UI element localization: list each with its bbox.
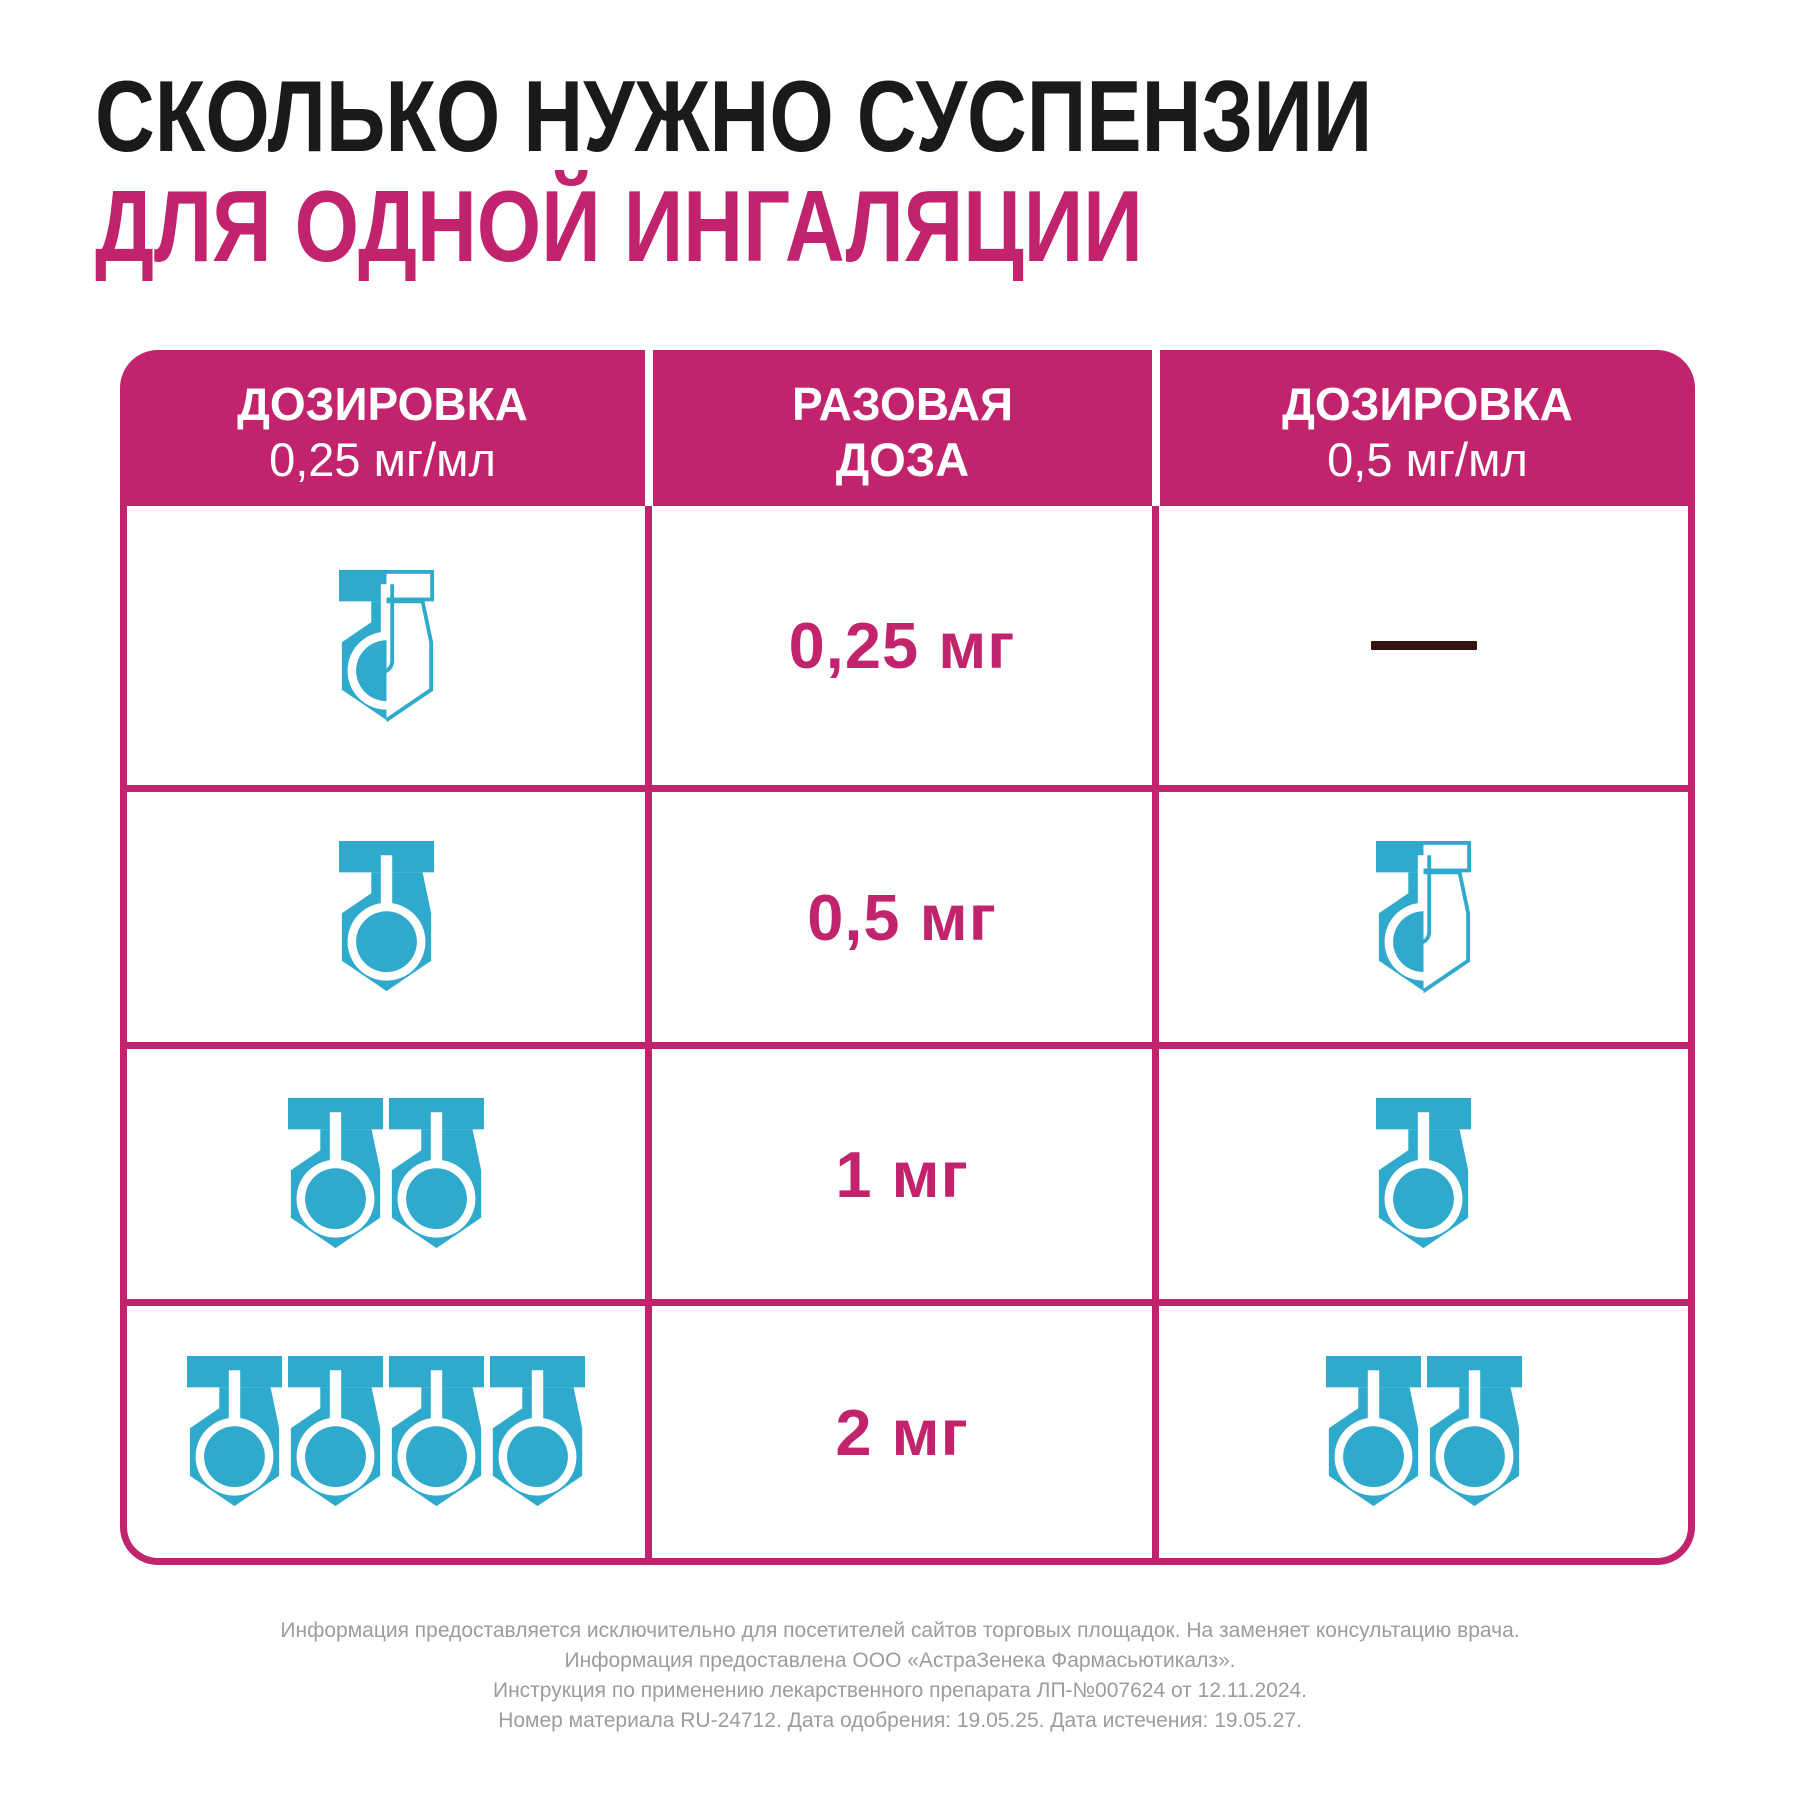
single-dose-cell: 1 мг: [645, 1042, 1152, 1299]
page-title: СКОЛЬКО НУЖНО СУСПЕНЗИИ ДЛЯ ОДНОЙ ИНГАЛЯ…: [95, 62, 1653, 282]
ampoule-count-cell-025: [127, 1299, 645, 1558]
table-body: 0,25 мг 0,5 мг 1 мг 2 мг: [120, 506, 1695, 1565]
ampoule-count-cell-025: [127, 1042, 645, 1299]
footer-line: Инструкция по применению лекарственного …: [492, 1679, 1308, 1702]
header-cell-dosage-05: ДОЗИРОВКА 0,5 мг/мл: [1152, 350, 1695, 506]
page-title-line-1: СКОЛЬКО НУЖНО СУСПЕНЗИИ: [95, 61, 1373, 173]
ampoule-full-icon: [389, 1356, 484, 1507]
no-dose-dash-icon: [1370, 641, 1477, 650]
header-label: ДОЗИРОВКА: [237, 378, 528, 430]
ampoule-full-icon: [389, 1098, 484, 1249]
dosage-table-header: ДОЗИРОВКА 0,25 мг/мл РАЗОВАЯ ДОЗА ДОЗИРО…: [120, 350, 1695, 506]
page-title-line-2: ДЛЯ ОДНОЙ ИНГАЛЯЦИИ: [95, 171, 1143, 283]
header-sublabel: 0,25 мг/мл: [269, 433, 496, 486]
ampoule-full-icon: [338, 841, 434, 992]
ampoule-count-cell-025: [127, 785, 645, 1042]
ampoule-count-cell-05: [1152, 785, 1688, 1042]
single-dose-cell: 0,25 мг: [645, 506, 1152, 785]
header-sublabel: ДОЗА: [835, 433, 970, 486]
dose-value: 0,25 мг: [788, 609, 1016, 682]
ampoule-full-icon: [288, 1098, 383, 1249]
header-label: РАЗОВАЯ: [791, 378, 1014, 430]
header-label: ДОЗИРОВКА: [1282, 378, 1573, 430]
dose-value: 0,5 мг: [807, 880, 997, 954]
ampoule-full-icon: [288, 1356, 383, 1507]
ampoule-half-icon: [1376, 841, 1471, 993]
header-cell-dosage-025: ДОЗИРОВКА 0,25 мг/мл: [120, 350, 645, 506]
header-sublabel: 0,5 мг/мл: [1327, 433, 1528, 486]
ampoule-half-icon: [338, 569, 434, 722]
dose-value: 1 мг: [835, 1137, 969, 1211]
ampoule-count-cell-05: [1152, 506, 1688, 785]
single-dose-cell: 2 мг: [645, 1299, 1152, 1558]
footer-line: Номер материала RU-24712. Дата одобрения…: [498, 1709, 1302, 1732]
footer-line: Информация предоставляется исключительно…: [280, 1619, 1520, 1642]
ampoule-count-cell-05: [1152, 1299, 1688, 1558]
ampoule-full-icon: [1376, 1098, 1471, 1249]
footer-line: Информация предоставлена ООО «АстраЗенек…: [564, 1649, 1236, 1672]
ampoule-count-cell-025: [127, 506, 645, 785]
single-dose-cell: 0,5 мг: [645, 785, 1152, 1042]
ampoule-full-icon: [187, 1356, 282, 1507]
dose-value: 2 мг: [835, 1395, 969, 1469]
legal-footer: Информация предоставляется исключительно…: [0, 1616, 1800, 1736]
ampoule-count-cell-05: [1152, 1042, 1688, 1299]
header-cell-single-dose: РАЗОВАЯ ДОЗА: [645, 350, 1152, 506]
ampoule-full-icon: [1325, 1356, 1421, 1507]
ampoule-full-icon: [490, 1356, 585, 1507]
ampoule-full-icon: [1426, 1356, 1522, 1507]
